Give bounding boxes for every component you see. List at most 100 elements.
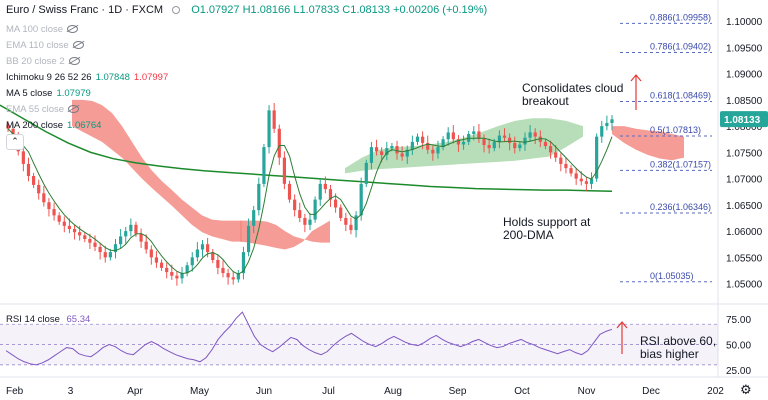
candle-down <box>569 168 573 174</box>
price-tick-label: 1.06000 <box>726 227 763 238</box>
candle-down <box>564 163 568 169</box>
candle-up <box>241 252 246 274</box>
indicator-label: EMA 110 close <box>6 40 69 51</box>
candle-down <box>170 272 174 276</box>
candle-down <box>72 229 77 233</box>
candle-up <box>523 137 527 145</box>
candle-up <box>246 225 251 253</box>
fib-label: 0.236(1.06346) <box>650 202 711 212</box>
candle-up <box>119 236 123 245</box>
candle-down <box>380 151 384 155</box>
time-tick-label: Feb <box>6 386 24 397</box>
candle-down <box>451 132 455 140</box>
indicator-legend-row[interactable]: EMA 55 close <box>6 102 168 118</box>
candle-down <box>456 139 461 145</box>
candle-up <box>461 141 466 145</box>
symbol-title[interactable]: Euro / Swiss Franc · 1D · FXCM <box>6 4 164 16</box>
status-dot-icon <box>172 6 181 15</box>
candle-down <box>502 135 507 138</box>
candle-down <box>287 183 292 200</box>
time-axis[interactable]: Feb 3 Apr May Jun Jul Aug Sep Oct Nov Dec 202 <box>6 386 724 397</box>
candle-down <box>42 193 46 203</box>
annotation-line: bias higher <box>640 347 699 361</box>
indicator-legend-row[interactable]: MA 5 close 1.07979 <box>6 86 168 102</box>
candle-down <box>67 225 72 230</box>
candle-up <box>113 244 118 253</box>
chevron-up-icon[interactable]: ⌃ <box>6 134 24 150</box>
candle-down <box>533 132 537 137</box>
candle-up <box>195 249 199 258</box>
price-axis[interactable]: 1.10000 1.09500 1.09000 1.08500 1.08000 1.075… <box>720 17 768 291</box>
candle-down <box>83 235 87 239</box>
candle-down <box>559 157 563 164</box>
eye-hidden-icon[interactable] <box>68 105 80 114</box>
indicator-legend-row[interactable]: EMA 110 close <box>6 38 168 54</box>
indicator-legend-row[interactable]: MA 200 close 1.06764 <box>6 118 168 134</box>
rsi-pane: 75.00 50.00 25.00 <box>0 311 751 377</box>
ma-5-line <box>7 128 613 275</box>
rsi-legend: RSI 14 close 65.34 <box>6 314 90 325</box>
candle-down <box>206 244 210 253</box>
rsi-line <box>5 311 613 366</box>
candle-down <box>298 210 302 218</box>
candle-up <box>124 231 128 237</box>
eye-hidden-icon[interactable] <box>68 57 80 66</box>
candle-up <box>472 131 476 134</box>
fib-label: 0.886(1.09958) <box>650 12 711 22</box>
indicator-legend-row[interactable]: Ichimoku 9 26 52 26 1.07848 1.07997 <box>6 70 168 86</box>
candle-down <box>165 267 169 273</box>
candle-down <box>349 224 353 231</box>
eye-hidden-icon[interactable] <box>67 25 79 34</box>
candle-down <box>508 137 512 143</box>
last-price-label: 1.08133 <box>724 115 761 126</box>
eye-hidden-icon[interactable] <box>72 41 84 50</box>
cloud-bearish <box>240 220 330 250</box>
annotation-rsi: RSI above 60, bias higher <box>640 335 716 361</box>
last-price-badge <box>720 111 768 128</box>
candle-down <box>47 202 51 210</box>
cloud-bearish <box>612 126 684 161</box>
indicator-label: MA 200 close <box>6 120 64 131</box>
candle-down <box>98 246 102 253</box>
candle-up <box>236 273 240 280</box>
annotation-line: breakout <box>522 94 569 108</box>
price-tick-label: 1.06500 <box>726 201 763 212</box>
candle-down <box>31 176 36 185</box>
candle-down <box>554 152 558 158</box>
time-tick-label: Oct <box>514 386 530 397</box>
gear-icon[interactable]: ⚙ <box>740 382 752 397</box>
candle-down <box>574 173 578 179</box>
candle-up <box>267 110 271 148</box>
candle-down <box>339 207 343 218</box>
candle-up <box>359 183 363 216</box>
candle-down <box>333 199 338 208</box>
fib-label: 0(1.05035) <box>650 271 694 281</box>
candle-down <box>277 128 281 158</box>
candle-down <box>431 149 435 154</box>
candle-up <box>185 265 189 274</box>
rsi-band <box>0 324 718 365</box>
candle-down <box>395 146 399 154</box>
time-tick-label: Sep <box>449 386 467 397</box>
annotation-line: 200-DMA <box>503 228 554 242</box>
candle-down <box>282 157 287 184</box>
candle-up <box>528 132 532 138</box>
candle-up <box>369 147 374 163</box>
time-tick-label: Nov <box>578 386 596 397</box>
cloud-bearish <box>72 99 242 242</box>
candle-down <box>548 146 553 153</box>
price-tick-label: 1.09500 <box>726 43 763 54</box>
indicator-legend-row[interactable]: MA 100 close <box>6 22 168 38</box>
candle-up <box>308 219 312 225</box>
candle-down <box>211 252 215 260</box>
annotation-cloud-breakout: Consolidates cloud breakout <box>522 82 623 108</box>
candle-up <box>108 252 112 258</box>
annotation-arrows <box>616 74 642 354</box>
indicator-legend-row[interactable]: BB 20 close 2 <box>6 54 168 70</box>
candle-down <box>103 252 107 258</box>
candle-up <box>589 178 594 184</box>
candle-up <box>446 132 450 140</box>
price-tick-label: 1.10000 <box>726 17 763 28</box>
price-tick-label: 1.08500 <box>726 96 763 107</box>
